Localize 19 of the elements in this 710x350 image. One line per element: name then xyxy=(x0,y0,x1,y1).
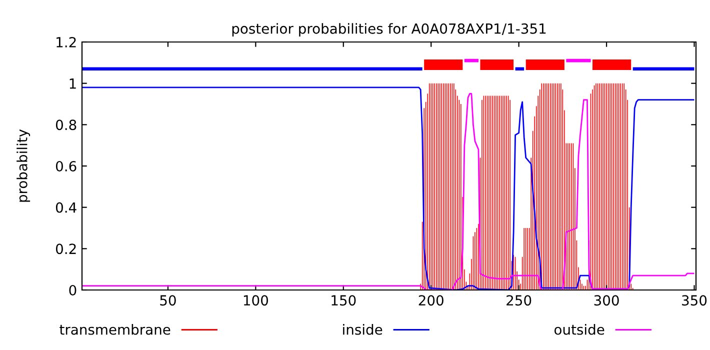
y-tick-label: 0 xyxy=(69,284,76,296)
x-tick-label: 150 xyxy=(332,295,356,306)
y-tick-label: 0.4 xyxy=(56,202,76,213)
x-tick-label: 100 xyxy=(244,295,268,306)
x-tick-label: 200 xyxy=(418,295,444,306)
chart-title: posterior probabilities for A0A078AXP1/1-351 xyxy=(232,23,546,37)
x-tick-label: 250 xyxy=(506,295,532,306)
y-axis-title: probability xyxy=(16,129,30,202)
legend-label: inside xyxy=(343,324,382,335)
y-tick-label: 0.8 xyxy=(56,120,76,130)
legend-label: outside xyxy=(554,324,604,335)
x-tick-label: 350 xyxy=(682,295,707,306)
legend-label: transmembrane xyxy=(60,324,170,335)
y-tick-label: 0.2 xyxy=(56,244,76,254)
x-tick-label: 50 xyxy=(160,295,176,306)
x-tick-label: 300 xyxy=(594,295,619,306)
y-tick-label: 0.6 xyxy=(56,160,76,172)
y-tick-label: 1.2 xyxy=(56,36,76,48)
y-tick-label: 1 xyxy=(70,78,76,89)
